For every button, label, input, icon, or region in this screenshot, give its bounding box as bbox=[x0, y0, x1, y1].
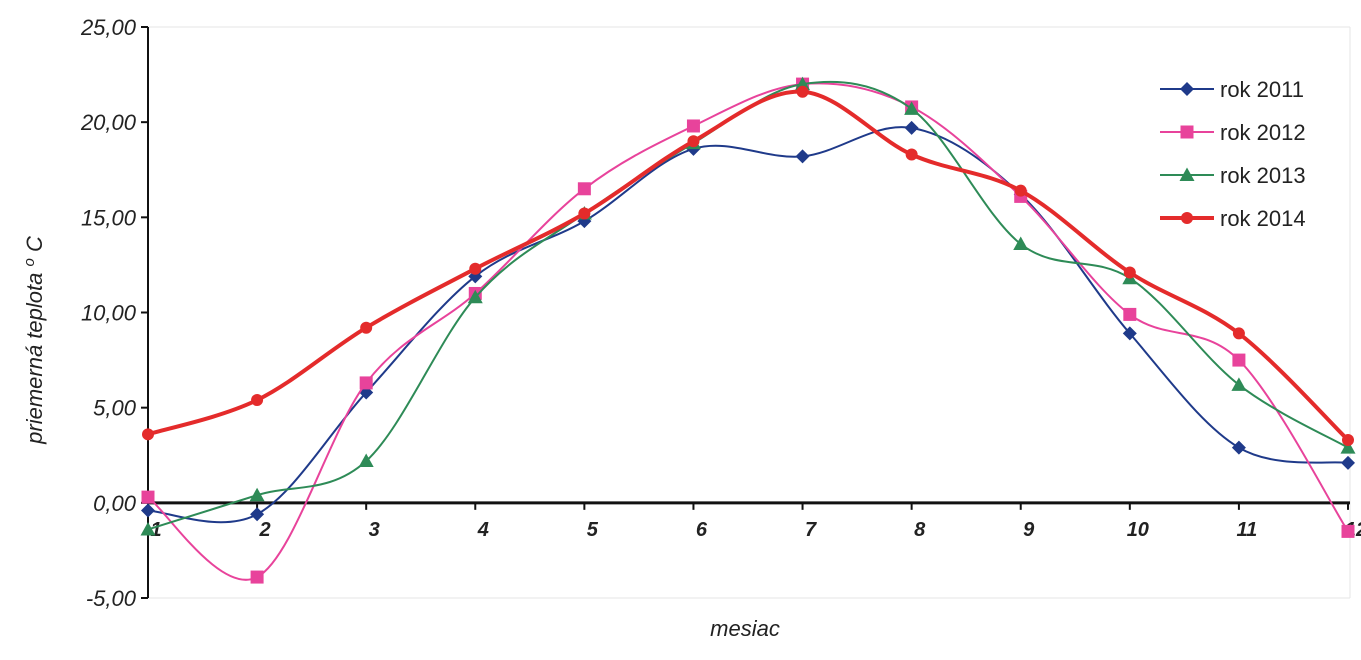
data-point-rok-2013 bbox=[249, 487, 265, 502]
y-tick-label: 15,00 bbox=[81, 205, 137, 230]
legend-entry-rok-2011: rok 2011 bbox=[1160, 77, 1304, 102]
data-point-rok-2014 bbox=[1342, 434, 1354, 447]
series-line-rok-2014 bbox=[146, 89, 1350, 442]
x-tick-label: 10 bbox=[1127, 519, 1149, 541]
data-point-rok-2014 bbox=[360, 321, 373, 334]
x-tick-label: 11 bbox=[1237, 519, 1258, 541]
legend-label-rok-2013: rok 2013 bbox=[1220, 163, 1306, 188]
series-line-rok-2012 bbox=[147, 82, 1349, 581]
data-point-rok-2013 bbox=[1231, 377, 1247, 391]
legend-label-rok-2011: rok 2011 bbox=[1220, 77, 1304, 102]
legend-label-rok-2012: rok 2012 bbox=[1220, 120, 1306, 145]
x-tick-label: 5 bbox=[587, 519, 599, 541]
series-rok-2011 bbox=[141, 120, 1355, 524]
data-point-rok-2011 bbox=[904, 120, 919, 135]
x-tick-label: 3 bbox=[369, 519, 380, 541]
data-point-rok-2014 bbox=[469, 262, 482, 275]
y-tick-label: 0,00 bbox=[93, 491, 137, 516]
data-point-rok-2013 bbox=[795, 76, 811, 91]
legend-marker-rok-2014 bbox=[1181, 212, 1193, 224]
data-point-rok-2013 bbox=[1340, 440, 1356, 454]
data-point-rok-2014 bbox=[905, 148, 918, 161]
data-point-rok-2011 bbox=[1231, 440, 1246, 455]
data-point-rok-2011 bbox=[1341, 455, 1355, 470]
x-tick-label: 7 bbox=[805, 519, 817, 541]
x-tick-label: 1 bbox=[150, 519, 161, 541]
data-point-rok-2014 bbox=[142, 428, 154, 441]
data-point-rok-2011 bbox=[795, 149, 810, 164]
data-point-rok-2011 bbox=[1122, 326, 1137, 341]
data-point-rok-2013 bbox=[140, 521, 156, 536]
data-point-rok-2014 bbox=[1123, 266, 1136, 279]
y-axis-title-unit: C bbox=[22, 236, 47, 252]
y-axis-title-main: priemerná teplota bbox=[22, 273, 47, 445]
data-point-rok-2014 bbox=[1014, 184, 1027, 197]
data-point-rok-2012 bbox=[141, 490, 155, 504]
x-tick-label: 8 bbox=[914, 519, 926, 541]
data-point-rok-2012 bbox=[686, 119, 700, 133]
y-tick-label: 5,00 bbox=[93, 396, 137, 421]
y-tick-label: 20,00 bbox=[80, 110, 137, 135]
y-axis-title: priemerná teplota o C bbox=[14, 236, 47, 445]
y-tick-label: -5,00 bbox=[86, 586, 137, 611]
y-tick-label: 25,00 bbox=[80, 15, 137, 40]
data-point-rok-2012 bbox=[250, 570, 264, 584]
data-point-rok-2012 bbox=[577, 182, 591, 196]
data-point-rok-2014 bbox=[251, 394, 264, 407]
data-point-rok-2014 bbox=[1232, 327, 1245, 340]
legend-marker-rok-2013 bbox=[1179, 167, 1195, 181]
data-point-rok-2013 bbox=[467, 289, 483, 304]
data-point-rok-2011 bbox=[250, 507, 265, 522]
legend-marker-rok-2011 bbox=[1180, 82, 1194, 96]
data-point-rok-2013 bbox=[904, 101, 920, 115]
data-point-rok-2014 bbox=[578, 207, 591, 220]
series-rok-2014 bbox=[142, 85, 1354, 447]
legend-marker-rok-2012 bbox=[1180, 125, 1194, 139]
x-tick-label: 6 bbox=[696, 519, 708, 541]
x-tick-label: 2 bbox=[259, 519, 271, 541]
x-axis-title: mesiac bbox=[710, 616, 780, 641]
data-point-rok-2012 bbox=[359, 376, 373, 390]
tick-labels: 25,00 20,00 15,00 10,00 5,00 0,00 -5,00 1 2 3 4 5 6 7… bbox=[80, 15, 1361, 611]
data-point-rok-2011 bbox=[141, 503, 155, 518]
legend-entry-rok-2012: rok 2012 bbox=[1160, 120, 1306, 145]
series-rok-2012 bbox=[141, 77, 1355, 584]
legend-entry-rok-2013: rok 2013 bbox=[1160, 163, 1306, 188]
data-point-rok-2014 bbox=[796, 85, 809, 98]
series-line-rok-2011 bbox=[147, 126, 1349, 524]
x-tick-label: 4 bbox=[477, 519, 489, 541]
x-tick-label: 9 bbox=[1023, 519, 1035, 541]
legend-label-rok-2014: rok 2014 bbox=[1220, 206, 1306, 231]
series-layer bbox=[140, 76, 1356, 584]
data-point-rok-2013 bbox=[1013, 236, 1029, 250]
data-point-rok-2014 bbox=[687, 135, 700, 148]
y-axis-title-sup: o bbox=[21, 258, 38, 266]
legend: rok 2011 rok 2012 rok 2013 rok 2014 bbox=[1160, 77, 1306, 231]
legend-entry-rok-2014: rok 2014 bbox=[1160, 206, 1306, 231]
data-point-rok-2012 bbox=[1123, 307, 1137, 321]
data-point-rok-2012 bbox=[1232, 353, 1246, 367]
y-tick-label: 10,00 bbox=[81, 301, 137, 326]
data-point-rok-2013 bbox=[358, 453, 374, 467]
data-point-rok-2012 bbox=[1341, 524, 1355, 538]
